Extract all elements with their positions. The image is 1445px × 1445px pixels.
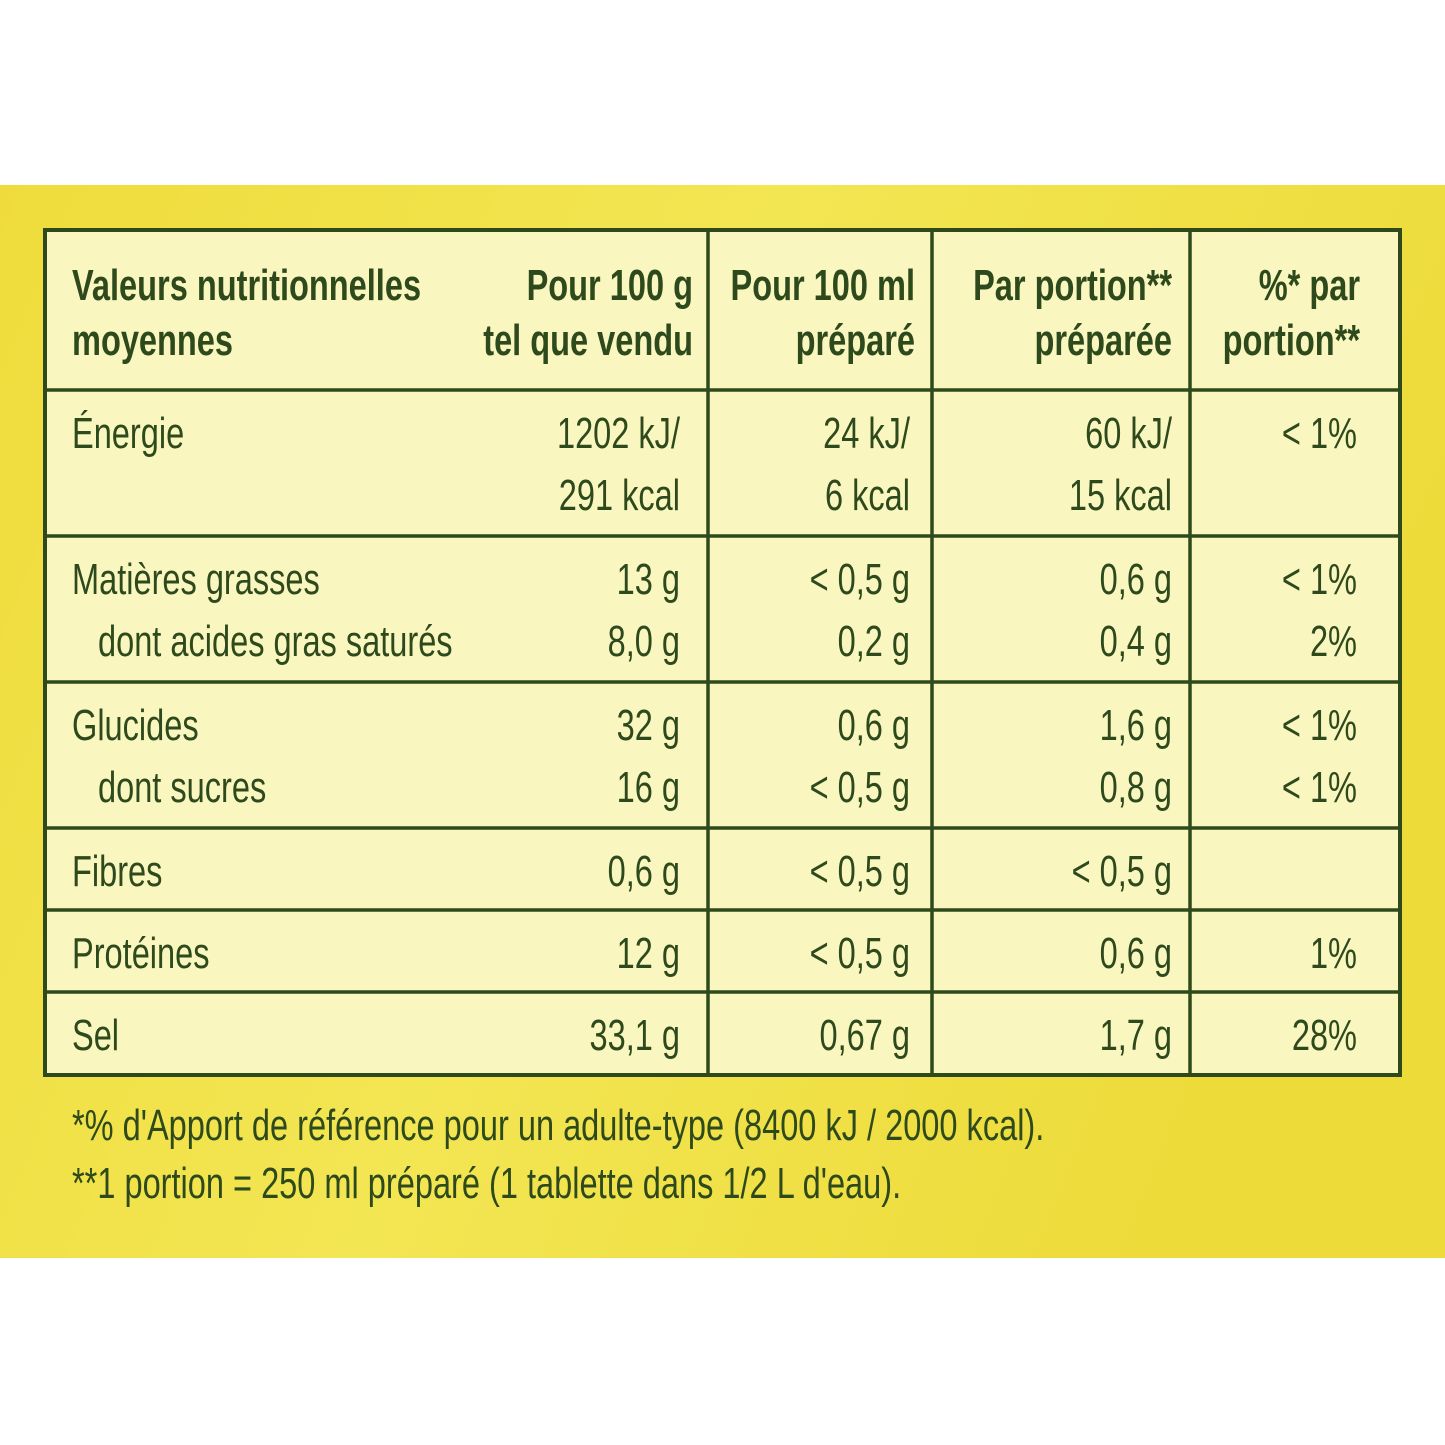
- value-cell: 6 kcal: [825, 471, 910, 520]
- value-cell: 1,7 g: [1100, 1011, 1172, 1060]
- header-cell: préparée: [1034, 316, 1172, 365]
- header-cell: %* par: [1259, 261, 1360, 310]
- value-cell: 60 kJ/: [1085, 409, 1172, 458]
- value-cell: 0,6 g: [1100, 555, 1172, 604]
- value-cell: < 0,5 g: [810, 847, 910, 896]
- value-cell: < 0,5 g: [810, 929, 910, 978]
- row-label: Énergie: [72, 409, 184, 458]
- header-cell: préparé: [796, 316, 915, 365]
- table-frame: [43, 228, 1402, 1077]
- table: Valeurs nutritionnelles moyennes Pour 100 …: [45, 230, 1400, 1208]
- value-cell: 0,67 g: [820, 1011, 910, 1060]
- row-label: Matières grasses: [72, 555, 320, 604]
- value-cell: 8,0 g: [608, 617, 680, 666]
- value-cell: 1,6 g: [1100, 701, 1172, 750]
- value-cell: 28%: [1292, 1011, 1357, 1060]
- value-cell: < 1%: [1282, 409, 1357, 458]
- header-cell: Par portion**: [973, 261, 1173, 310]
- value-cell: 15 kcal: [1069, 471, 1172, 520]
- value-cell: 33,1 g: [590, 1011, 680, 1060]
- footnote: *% d'Apport de référence pour un adulte-…: [72, 1101, 1044, 1150]
- value-cell: 13 g: [617, 555, 680, 604]
- value-cell: < 1%: [1282, 555, 1357, 604]
- row-label: Fibres: [72, 847, 162, 896]
- value-cell: 2%: [1310, 617, 1357, 666]
- value-cell: 32 g: [617, 701, 680, 750]
- value-cell: 1%: [1310, 929, 1357, 978]
- value-cell: 16 g: [617, 763, 680, 812]
- sub-label: dont acides gras saturés: [98, 617, 453, 666]
- header-cell: portion**: [1223, 316, 1361, 365]
- row-label: Glucides: [72, 701, 199, 750]
- row-label: Sel: [72, 1011, 119, 1060]
- value-cell: 291 kcal: [559, 471, 680, 520]
- value-cell: 0,6 g: [1100, 929, 1172, 978]
- value-cell: < 1%: [1282, 701, 1357, 750]
- row-label: Protéines: [72, 929, 210, 978]
- value-cell: 0,6 g: [608, 847, 680, 896]
- value-cell: 0,6 g: [838, 701, 910, 750]
- footnote: **1 portion = 250 ml préparé (1 tablette…: [72, 1159, 901, 1208]
- sub-label: dont sucres: [98, 763, 266, 812]
- value-cell: 24 kJ/: [823, 409, 910, 458]
- value-cell: 0,2 g: [838, 617, 910, 666]
- header-cell: moyennes: [72, 316, 233, 365]
- value-cell: < 0,5 g: [1072, 847, 1172, 896]
- header-cell: tel que vendu: [483, 316, 693, 365]
- value-cell: 0,4 g: [1100, 617, 1172, 666]
- header-cell: Pour 100 g: [527, 261, 693, 310]
- header-cell: Valeurs nutritionnelles: [72, 261, 421, 310]
- value-cell: < 0,5 g: [810, 555, 910, 604]
- value-cell: < 0,5 g: [810, 763, 910, 812]
- value-cell: < 1%: [1282, 763, 1357, 812]
- value-cell: 1202 kJ/: [557, 409, 680, 458]
- value-cell: 12 g: [617, 929, 680, 978]
- value-cell: 0,8 g: [1100, 763, 1172, 812]
- header-cell: Pour 100 ml: [730, 261, 915, 310]
